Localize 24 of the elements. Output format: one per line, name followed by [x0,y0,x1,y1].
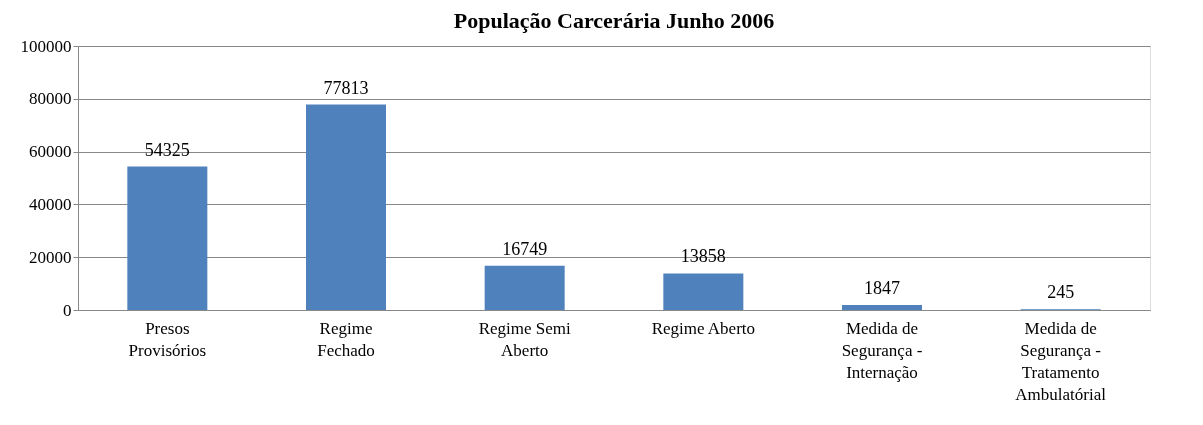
bar [127,166,208,310]
bar [663,273,744,310]
bar [842,305,922,310]
x-tick-label: Medida de Segurança - Tratamento Ambulatórial [1015,318,1107,404]
x-tick-label: Regime Aberto [651,318,756,338]
y-tick-label: 100000 [20,36,72,56]
x-tick-label: Regime Semi Aberto [478,318,571,360]
y-tick-label: 40000 [29,194,72,214]
x-tick-label: Presos Provisórios [128,318,207,360]
data-label: 245 [1047,282,1075,303]
data-label: 77813 [323,77,369,98]
data-label: 16749 [502,238,548,259]
y-tick-label: 0 [63,300,72,320]
x-tick-label: Medida de Segurança - Internação [841,318,923,382]
data-label: 13858 [680,246,726,267]
bar [484,265,565,310]
data-label: 54325 [144,139,190,160]
bar [306,104,386,310]
x-tick-label: Regime Fechado [317,318,375,360]
y-tick-label: 60000 [29,142,72,162]
y-tick-label: 80000 [29,89,72,109]
data-label: 1847 [864,278,900,299]
chart-title: População Carcerária Junho 2006 [453,8,775,33]
y-tick-label: 20000 [29,247,72,267]
